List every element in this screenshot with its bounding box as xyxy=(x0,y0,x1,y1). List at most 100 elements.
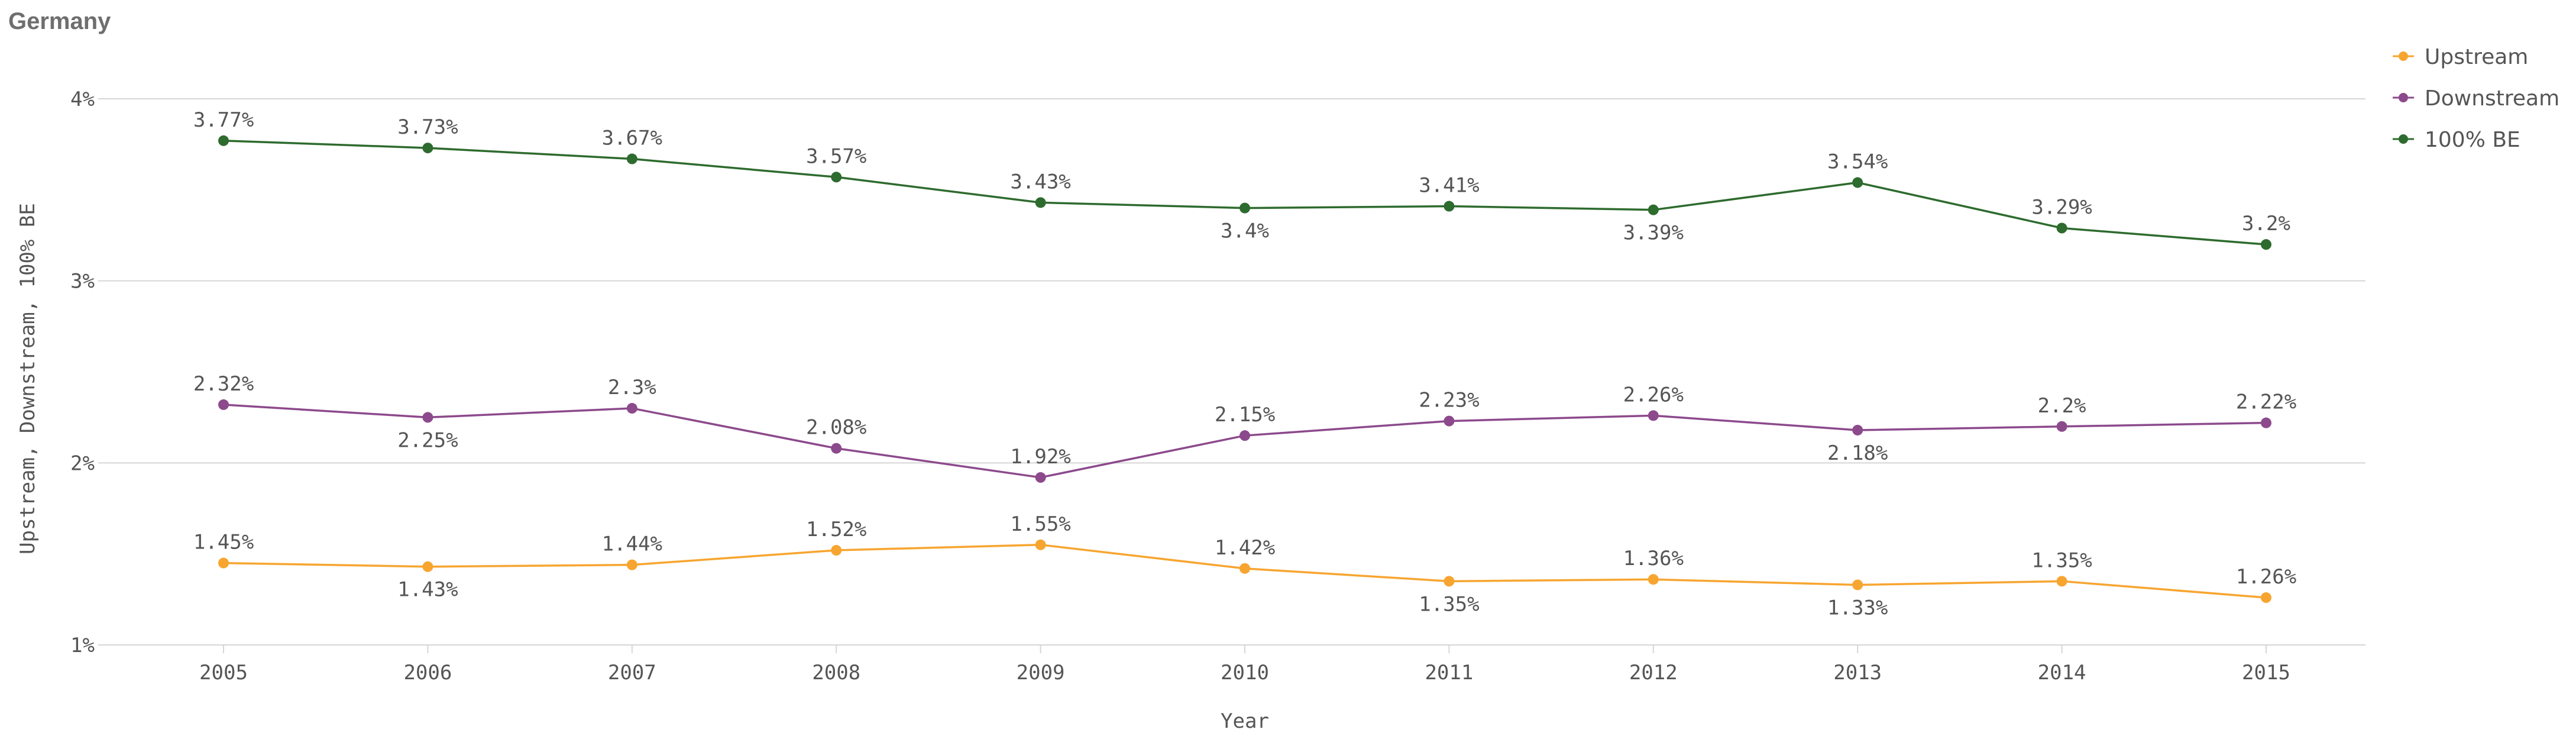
series-group: 1.45% 1.43% 1.44% 1.52% 1.55% 1.42% 1.35% 1.36%… xyxy=(193,108,2296,620)
data-label-100-be: 3.4% xyxy=(1221,220,1269,243)
data-point-downstream[interactable] xyxy=(1240,430,1250,441)
y-tick-label: 4% xyxy=(70,88,95,111)
data-label-downstream: 2.15% xyxy=(1215,403,1275,427)
data-point-upstream[interactable] xyxy=(1444,576,1455,587)
data-point-100-be[interactable] xyxy=(2261,239,2271,250)
data-point-100-be[interactable] xyxy=(626,153,637,164)
x-tick-label: 2009 xyxy=(1017,661,1065,685)
series-upstream: 1.45% 1.43% 1.44% 1.52% 1.55% 1.42% 1.35% 1.36%… xyxy=(193,512,2296,620)
data-label-downstream: 2.2% xyxy=(2038,394,2086,418)
data-point-downstream[interactable] xyxy=(2261,417,2271,428)
data-point-downstream[interactable] xyxy=(1648,410,1659,421)
y-tick-label: 2% xyxy=(70,451,95,475)
legend-item-100-be[interactable]: 100% BE xyxy=(2393,128,2520,152)
data-label-100-be: 3.67% xyxy=(602,127,662,150)
series-100-be: 3.77% 3.73% 3.67% 3.57% 3.43% 3.4% 3.41% 3.39% 3… xyxy=(193,108,2290,250)
data-label-upstream: 1.35% xyxy=(1419,592,1479,616)
x-tick-label: 2007 xyxy=(608,661,656,685)
data-point-100-be[interactable] xyxy=(1035,197,1046,208)
data-point-upstream[interactable] xyxy=(1035,539,1046,550)
data-label-downstream: 2.18% xyxy=(1827,441,1888,465)
data-point-upstream[interactable] xyxy=(2056,576,2067,587)
data-label-100-be: 3.39% xyxy=(1623,221,1684,245)
data-point-upstream[interactable] xyxy=(1648,574,1659,585)
x-tick-label: 2013 xyxy=(1833,661,1882,685)
data-label-downstream: 2.08% xyxy=(806,416,866,440)
data-label-downstream: 2.25% xyxy=(397,428,458,452)
x-tick-label: 2006 xyxy=(403,661,452,685)
data-point-downstream[interactable] xyxy=(1852,424,1863,435)
data-label-upstream: 1.44% xyxy=(602,533,662,556)
x-tick-label: 2012 xyxy=(1629,661,1678,685)
data-point-upstream[interactable] xyxy=(1240,563,1250,574)
data-point-upstream[interactable] xyxy=(2261,592,2271,604)
data-label-upstream: 1.36% xyxy=(1623,547,1684,570)
data-point-100-be[interactable] xyxy=(2056,222,2067,234)
data-label-upstream: 1.43% xyxy=(397,578,458,602)
data-point-upstream[interactable] xyxy=(218,557,229,569)
data-label-downstream: 2.23% xyxy=(1419,389,1479,412)
data-point-100-be[interactable] xyxy=(1444,201,1455,212)
y-tick-label: 1% xyxy=(70,634,95,657)
data-label-upstream: 1.42% xyxy=(1215,536,1275,560)
data-label-downstream: 2.22% xyxy=(2236,391,2296,414)
data-label-100-be: 3.73% xyxy=(397,115,458,139)
legend[interactable]: Upstream Downstream 100% BE xyxy=(2393,45,2559,152)
legend-item-downstream[interactable]: Downstream xyxy=(2393,86,2559,111)
data-label-downstream: 2.26% xyxy=(1623,383,1684,406)
x-tick-label: 2015 xyxy=(2242,661,2290,685)
data-point-100-be[interactable] xyxy=(1240,202,1250,214)
legend-item-upstream[interactable]: Upstream xyxy=(2393,45,2528,69)
data-label-100-be: 3.77% xyxy=(193,108,254,132)
data-point-downstream[interactable] xyxy=(422,412,433,423)
data-point-upstream[interactable] xyxy=(831,545,842,556)
data-label-100-be: 3.41% xyxy=(1419,174,1479,198)
data-point-downstream[interactable] xyxy=(1444,415,1455,427)
data-point-100-be[interactable] xyxy=(1648,204,1659,215)
x-tick-label: 2008 xyxy=(812,661,860,685)
legend-label: Downstream xyxy=(2425,86,2559,111)
data-point-100-be[interactable] xyxy=(1852,177,1863,188)
gridlines xyxy=(106,98,2365,646)
data-label-upstream: 1.33% xyxy=(1827,596,1888,620)
x-tick-label: 2011 xyxy=(1425,661,1473,685)
data-label-100-be: 3.2% xyxy=(2242,212,2290,235)
data-label-downstream: 2.32% xyxy=(193,372,254,396)
data-label-100-be: 3.29% xyxy=(2031,195,2092,219)
data-point-downstream[interactable] xyxy=(218,399,229,410)
legend-swatch-marker xyxy=(2399,93,2408,102)
legend-label: 100% BE xyxy=(2425,128,2520,152)
data-label-downstream: 2.3% xyxy=(608,376,656,399)
data-point-downstream[interactable] xyxy=(626,403,637,414)
data-label-upstream: 1.35% xyxy=(2031,548,2092,572)
x-tick-label: 2014 xyxy=(2038,661,2086,685)
legend-swatch-marker xyxy=(2399,51,2408,61)
data-label-upstream: 1.55% xyxy=(1010,512,1070,536)
data-label-100-be: 3.43% xyxy=(1010,170,1070,193)
data-point-100-be[interactable] xyxy=(422,143,433,154)
legend-swatch-marker xyxy=(2399,134,2408,144)
data-point-100-be[interactable] xyxy=(831,172,842,183)
y-axis-ticks: 1% 2% 3% 4% xyxy=(70,88,106,657)
data-label-upstream: 1.26% xyxy=(2236,565,2296,589)
data-point-upstream[interactable] xyxy=(422,561,433,572)
data-label-upstream: 1.52% xyxy=(806,518,866,541)
data-point-downstream[interactable] xyxy=(831,443,842,454)
data-point-downstream[interactable] xyxy=(2056,421,2067,432)
x-tick-label: 2005 xyxy=(199,661,248,685)
data-label-100-be: 3.54% xyxy=(1827,150,1888,174)
x-axis-title: Year xyxy=(1221,709,1269,733)
data-point-upstream[interactable] xyxy=(1852,579,1863,591)
series-downstream: 2.32% 2.25% 2.3% 2.08% 1.92% 2.15% 2.23% 2.26% 2… xyxy=(193,372,2296,483)
legend-label: Upstream xyxy=(2425,45,2528,69)
y-axis-title: Upstream, Downstream, 100% BE xyxy=(16,203,40,554)
x-tick-label: 2010 xyxy=(1221,661,1269,685)
data-point-downstream[interactable] xyxy=(1035,472,1046,483)
data-label-upstream: 1.45% xyxy=(193,531,254,554)
data-point-upstream[interactable] xyxy=(626,559,637,570)
data-label-downstream: 1.92% xyxy=(1010,445,1070,469)
data-point-100-be[interactable] xyxy=(218,135,229,146)
y-tick-label: 3% xyxy=(70,270,95,293)
x-axis-ticks: 2005 2006 2007 2008 2009 2010 2011 2012 2013 2014… xyxy=(106,644,2365,685)
